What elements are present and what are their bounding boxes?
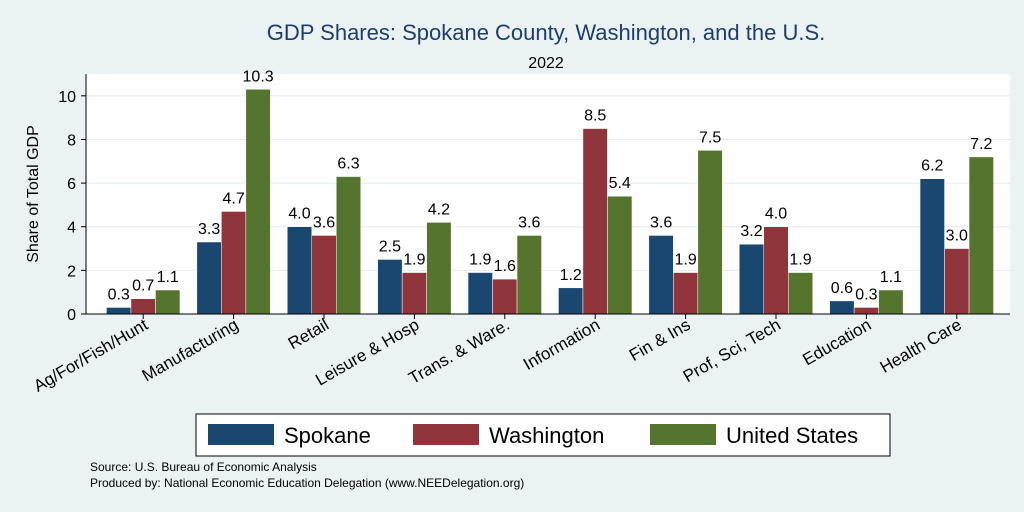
bar-spokane: [467, 272, 493, 315]
bar-washington: [221, 211, 247, 315]
bar-spokane: [106, 307, 132, 315]
data-label: 2.5: [379, 238, 401, 255]
bars: [106, 89, 994, 315]
bar-washington: [763, 226, 789, 315]
data-label: 1.9: [789, 252, 811, 269]
chart-title: GDP Shares: Spokane County, Washington, …: [267, 20, 825, 45]
data-label: 4.2: [428, 201, 450, 218]
data-label: 3.2: [740, 223, 762, 240]
bar-spokane: [558, 287, 584, 315]
data-label: 3.0: [946, 228, 968, 245]
bar-united-states: [336, 176, 361, 315]
data-label: 3.6: [650, 214, 672, 231]
legend-label-united-states: United States: [726, 423, 858, 448]
y-tick-label-0: 0: [67, 307, 76, 324]
data-label: 1.9: [469, 252, 491, 269]
y-axis-label: Share of Total GDP: [25, 125, 42, 263]
data-label: 5.4: [609, 175, 631, 192]
y-tick-label-2: 2: [67, 263, 76, 280]
bar-washington: [853, 307, 879, 315]
data-label: 0.3: [108, 286, 130, 303]
data-label: 1.6: [494, 258, 516, 275]
data-label: 1.1: [157, 269, 179, 286]
data-label: 6.3: [337, 156, 359, 173]
bar-united-states: [878, 289, 904, 315]
legend-box: [195, 413, 891, 457]
data-label: 1.9: [403, 252, 425, 269]
bar-united-states: [426, 222, 452, 315]
data-label: 8.5: [584, 108, 606, 125]
data-label: 3.3: [198, 221, 220, 238]
y-tick-label-4: 4: [67, 220, 76, 237]
bar-spokane: [196, 241, 222, 315]
chart-subtitle: 2022: [528, 55, 564, 72]
source-note: Source: U.S. Bureau of Economic Analysis: [90, 460, 317, 474]
data-label: 0.7: [132, 278, 154, 295]
data-label: 1.9: [674, 252, 696, 269]
y-tick-label-10: 10: [58, 89, 76, 106]
data-label: 3.6: [313, 214, 335, 231]
y-tick-label-8: 8: [67, 132, 76, 149]
bar-spokane: [739, 243, 764, 315]
legend-swatch-washington: [413, 424, 479, 445]
bar-spokane: [829, 300, 855, 315]
value-labels: 0.30.71.13.34.710.34.03.66.32.51.94.21.9…: [108, 68, 993, 303]
bar-united-states: [788, 272, 813, 315]
bar-washington: [492, 278, 518, 315]
data-label: 0.3: [855, 286, 877, 303]
data-label: 10.3: [243, 68, 274, 85]
data-label: 0.6: [831, 280, 853, 297]
bar-united-states: [516, 235, 542, 315]
bar-washington: [311, 235, 337, 315]
bar-washington: [401, 272, 427, 315]
legend-swatch-united-states: [650, 424, 716, 445]
bar-united-states: [155, 289, 181, 315]
data-label: 4.7: [222, 190, 244, 207]
data-label: 3.6: [518, 214, 540, 231]
bar-washington: [944, 248, 970, 315]
data-label: 4.0: [765, 206, 787, 223]
legend: Spokane Washington United States: [195, 413, 891, 457]
y-tick-label-6: 6: [67, 176, 76, 193]
bar-spokane: [287, 226, 312, 315]
bar-spokane: [919, 178, 945, 315]
bar-spokane: [377, 259, 403, 315]
data-label: 1.2: [560, 267, 582, 284]
legend-label-washington: Washington: [489, 423, 604, 448]
legend-label-spokane: Spokane: [284, 423, 371, 448]
bar-united-states: [245, 89, 271, 315]
bar-spokane: [648, 235, 674, 315]
bar-washington: [582, 128, 608, 315]
data-label: 1.1: [880, 269, 902, 286]
data-label: 7.5: [699, 129, 721, 146]
bar-united-states: [607, 195, 633, 315]
data-label: 6.2: [921, 158, 943, 175]
bar-united-states: [697, 150, 723, 315]
bar-washington: [130, 298, 156, 315]
data-label: 4.0: [288, 206, 310, 223]
producer-note: Produced by: National Economic Education…: [90, 476, 524, 490]
y-axis-ticks: 0 2 4 6 8 10: [58, 89, 86, 324]
data-label: 7.2: [970, 136, 992, 153]
bar-united-states: [968, 156, 994, 315]
bar-washington: [673, 272, 699, 315]
legend-swatch-spokane: [208, 424, 274, 445]
